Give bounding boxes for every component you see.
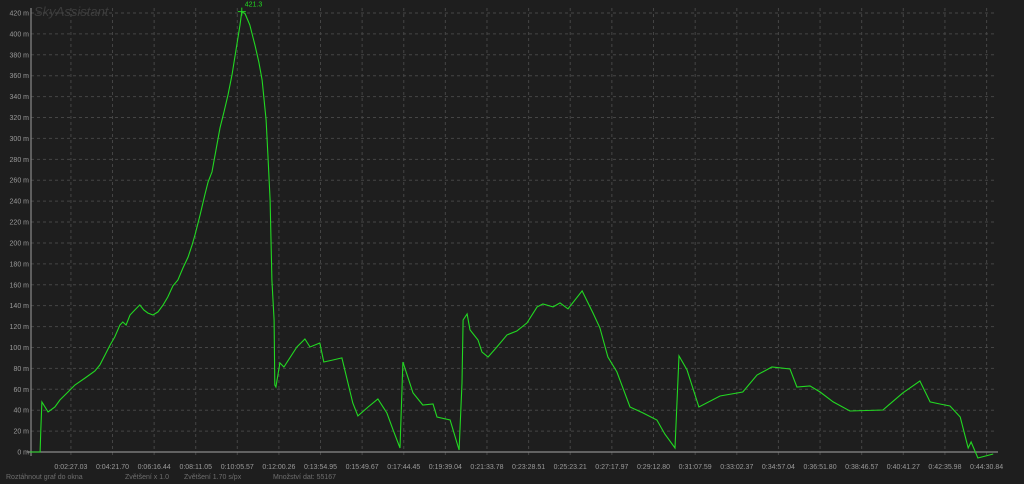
x-tick-label: 0:12:00.26 xyxy=(262,464,295,471)
x-tick-label: 0:33:02.37 xyxy=(720,464,753,471)
x-tick-label: 0:25:23.21 xyxy=(554,464,587,471)
x-tick-label: 0:36:51.80 xyxy=(804,464,837,471)
y-tick-label: 260 m xyxy=(10,178,30,185)
x-tick-label: 0:27:17.97 xyxy=(595,464,628,471)
y-tick-label: 320 m xyxy=(10,115,30,122)
x-tick-label: 0:21:33.78 xyxy=(470,464,503,471)
y-tick-label: 280 m xyxy=(10,157,30,164)
y-tick-label: 300 m xyxy=(10,136,30,143)
y-tick-label: 40 m xyxy=(13,408,29,415)
zoom-factor: Zvětšení x 1.0 xyxy=(125,474,169,481)
data-count: Množství dat: 55167 xyxy=(273,474,337,481)
x-tick-label: 0:42:35.98 xyxy=(928,464,961,471)
x-tick-label: 0:29:12.80 xyxy=(637,464,670,471)
x-tick-label: 0:31:07.59 xyxy=(679,464,712,471)
y-tick-label: 340 m xyxy=(10,94,30,101)
x-tick-label: 0:06:16.44 xyxy=(138,464,171,471)
y-tick-label: 380 m xyxy=(10,52,30,59)
x-tick-label: 0:17:44.45 xyxy=(387,464,420,471)
y-tick-label: 60 m xyxy=(13,387,29,394)
y-tick-label: 80 m xyxy=(13,366,29,373)
y-tick-label: 180 m xyxy=(10,261,30,268)
y-tick-label: 140 m xyxy=(10,303,30,310)
y-tick-label: 200 m xyxy=(10,240,30,247)
x-tick-label: 0:19:39.04 xyxy=(429,464,462,471)
x-tick-label: 0:40:41.27 xyxy=(887,464,920,471)
x-tick-label: 0:44:30.84 xyxy=(970,464,1003,471)
peak-label: 421.3 xyxy=(245,2,263,9)
x-tick-label: 0:38:46.57 xyxy=(845,464,878,471)
x-tick-label: 0:10:05.57 xyxy=(221,464,254,471)
x-axis-ticks: 0:02:27.03 0:04:21.70 0:06:16.44 0:08:11.05… xyxy=(54,464,1003,471)
y-tick-label: 0 m xyxy=(17,450,29,457)
y-tick-label: 400 m xyxy=(10,31,30,38)
y-tick-label: 100 m xyxy=(10,345,30,352)
x-tick-label: 0:15:49.67 xyxy=(346,464,379,471)
x-tick-label: 0:04:21.70 xyxy=(96,464,129,471)
x-tick-label: 0:34:57.04 xyxy=(762,464,795,471)
y-tick-label: 20 m xyxy=(13,429,29,436)
zoom-scale: Zvětšení 1.70 s/px xyxy=(184,474,242,481)
x-tick-label: 0:13:54.95 xyxy=(304,464,337,471)
y-tick-label: 220 m xyxy=(10,220,30,227)
altitude-line xyxy=(29,10,994,459)
app-title: SkyAssistant xyxy=(34,4,110,19)
peak-annotation: 421.3 xyxy=(237,2,263,16)
x-tick-label: 0:23:28.51 xyxy=(512,464,545,471)
y-tick-label: 420 m xyxy=(10,11,30,18)
fit-to-window-button[interactable]: Roztáhnout graf do okna xyxy=(6,474,83,481)
y-axis-ticks: 0 m 20 m 40 m 60 m 80 m 100 m 120 m 140 m 160 m 1… xyxy=(10,11,30,457)
grid xyxy=(31,8,995,458)
y-tick-label: 240 m xyxy=(10,199,30,206)
y-tick-label: 160 m xyxy=(10,282,30,289)
x-tick-label: 0:08:11.05 xyxy=(179,464,212,471)
peak-marker xyxy=(237,7,246,16)
y-tick-label: 360 m xyxy=(10,73,30,80)
x-tick-label: 0:02:27.03 xyxy=(54,464,87,471)
y-tick-label: 120 m xyxy=(10,324,30,331)
